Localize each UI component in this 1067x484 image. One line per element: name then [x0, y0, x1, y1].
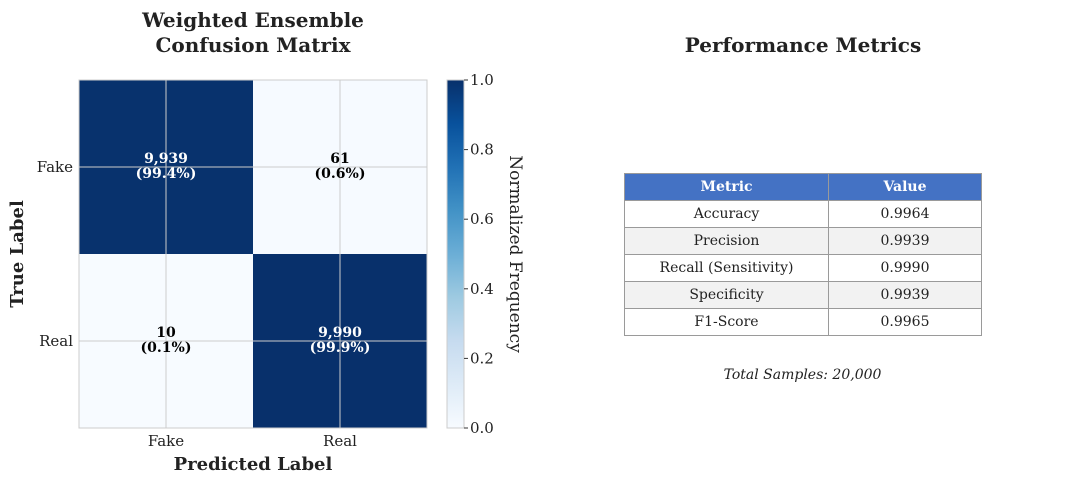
cell-label: 10 (0.1%): [141, 325, 192, 356]
metric-value-cell: 0.9939: [828, 281, 982, 309]
table-body: Accuracy 0.9964 Precision 0.9939 Recall (Sen…: [624, 200, 982, 336]
colorbar-tick-label: 0.8: [470, 141, 494, 159]
x-axis-label: Predicted Label: [174, 454, 333, 475]
table-row: Recall (Sensitivity) 0.9990: [624, 254, 982, 282]
metric-name-cell: F1-Score: [624, 308, 829, 336]
metric-value-cell: 0.9965: [828, 308, 982, 336]
y-axis-label: True Label: [7, 200, 28, 308]
column-header-value: Value: [828, 173, 982, 201]
metric-value-cell: 0.9964: [828, 200, 982, 228]
performance-metrics-table: Metric Value Accuracy 0.9964 Precision 0.99…: [624, 173, 982, 336]
cell-label: 61 (0.6%): [315, 151, 366, 182]
colorbar-tick-label: 1.0: [470, 71, 494, 89]
cell-label: 9,990 (99.9%): [310, 325, 371, 356]
column-header-metric: Metric: [624, 173, 829, 201]
x-tick-labels: Fake Real: [148, 432, 357, 450]
colorbar-tick-label: 0.2: [470, 349, 494, 367]
y-tick-label: Real: [39, 332, 73, 350]
total-samples-note: Total Samples: 20,000: [723, 367, 882, 383]
title-line: Confusion Matrix: [155, 33, 351, 57]
table-row: Precision 0.9939: [624, 227, 982, 255]
heatmap-cells: [79, 80, 427, 428]
metric-value-cell: 0.9990: [828, 254, 982, 282]
cell-labels: 9,939 (99.4%) 61 (0.6%) 10 (0.1%) 9,990 (99.9%): [136, 151, 371, 356]
confusion-matrix-title: Weighted Ensemble Confusion Matrix: [141, 8, 364, 57]
metric-name-cell: Specificity: [624, 281, 829, 309]
colorbar-tick-label: 0.0: [470, 419, 494, 437]
table-row: F1-Score 0.9965: [624, 308, 982, 336]
table-row: Accuracy 0.9964: [624, 200, 982, 228]
x-tick-label: Fake: [148, 432, 184, 450]
colorbar-label: Normalized Frequency: [505, 155, 525, 353]
y-tick-label: Fake: [37, 158, 73, 176]
performance-metrics-title: Performance Metrics: [685, 33, 921, 57]
colorbar: [446, 79, 465, 429]
metric-name-cell: Recall (Sensitivity): [624, 254, 829, 282]
cell-label: 9,939 (99.4%): [136, 151, 197, 182]
metric-value-cell: 0.9939: [828, 227, 982, 255]
table-header-row: Metric Value: [624, 173, 982, 201]
table-row: Specificity 0.9939: [624, 281, 982, 309]
metric-name-cell: Precision: [624, 227, 829, 255]
x-tick-label: Real: [323, 432, 357, 450]
heatmap-grid: [79, 80, 427, 428]
colorbar-tick-label: 0.4: [470, 280, 494, 298]
y-tick-labels: Fake Real: [37, 158, 74, 350]
colorbar-ticks: 0.0 0.2 0.4 0.6 0.8 1.0: [464, 71, 494, 437]
title-line: Weighted Ensemble: [141, 8, 364, 32]
colorbar-tick-label: 0.6: [470, 210, 494, 228]
metric-name-cell: Accuracy: [624, 200, 829, 228]
heatmap-frame: [78, 79, 428, 429]
